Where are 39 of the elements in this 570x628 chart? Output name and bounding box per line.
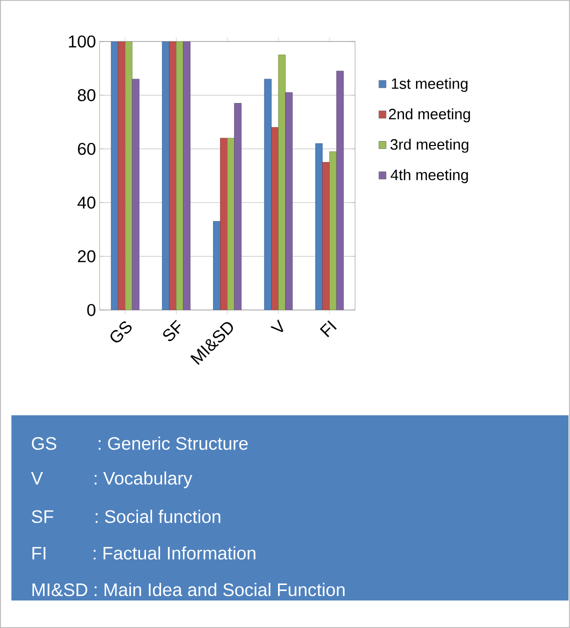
x-tick-label: V [270, 319, 284, 332]
bar [285, 92, 293, 310]
text: MI&SD : Main Idea and Social Function [32, 582, 345, 596]
y-tick-label: 60 [78, 142, 96, 155]
x-tick-label: FI [320, 320, 337, 338]
bar [227, 138, 235, 310]
bar [162, 41, 170, 310]
bar [322, 162, 330, 310]
text: SF : Social function [32, 510, 220, 523]
bar [220, 138, 228, 310]
bar [213, 221, 221, 310]
text: V : Vocabulary [31, 471, 192, 488]
bar [118, 41, 126, 310]
legend-label: 2nd meeting [389, 108, 470, 122]
bar [264, 78, 272, 310]
text: FI : Factual Information [32, 546, 256, 560]
y-tick-label: 20 [78, 250, 96, 262]
y-tick-label: 100 [69, 35, 96, 48]
bar [329, 151, 337, 310]
bar [110, 41, 118, 310]
bar [234, 103, 242, 310]
x-tick-label: SF [163, 320, 181, 342]
bar [169, 41, 176, 310]
x-tick-label: GS [110, 321, 132, 342]
bar [183, 41, 191, 310]
y-tick-label: 80 [78, 89, 96, 102]
legend-label: 4th meeting [390, 169, 468, 184]
bar [336, 70, 344, 310]
bar [132, 78, 140, 310]
bar [271, 127, 279, 310]
bar [278, 54, 286, 310]
legend-label: 3rd meeting [390, 138, 468, 153]
legend-label: 1st meeting [392, 78, 468, 92]
bar [125, 41, 132, 310]
bar [315, 143, 323, 310]
y-tick-label: 40 [78, 196, 96, 209]
text: GS : Generic Structure [32, 436, 248, 450]
y-tick-label: 0 [87, 304, 96, 316]
bar [176, 41, 184, 310]
